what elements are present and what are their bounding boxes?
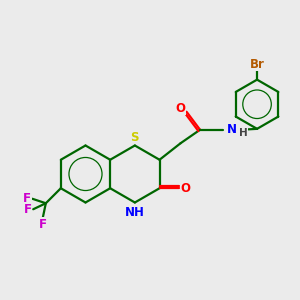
Text: Br: Br <box>250 58 265 70</box>
Text: F: F <box>39 218 47 231</box>
Text: O: O <box>181 182 190 195</box>
Text: F: F <box>24 203 32 216</box>
Text: NH: NH <box>125 206 145 219</box>
Text: F: F <box>23 192 31 205</box>
Text: N: N <box>227 123 237 136</box>
Text: S: S <box>130 130 139 144</box>
Text: H: H <box>239 128 248 138</box>
Text: O: O <box>176 102 185 115</box>
